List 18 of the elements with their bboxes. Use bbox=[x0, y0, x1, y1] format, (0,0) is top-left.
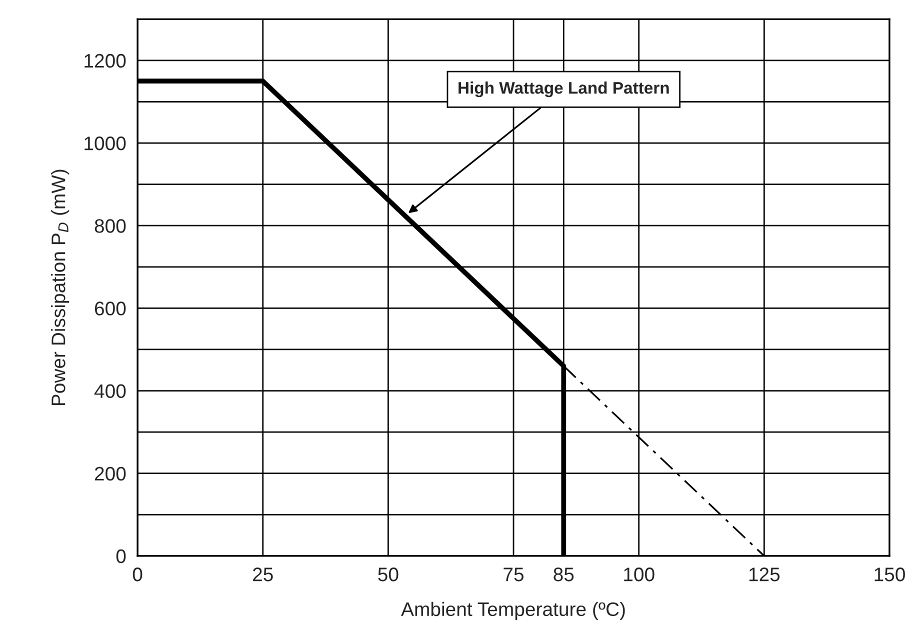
x-tick-label: 25 bbox=[253, 568, 273, 582]
x-tick-label: 75 bbox=[504, 568, 524, 582]
y-tick-label: 1000 bbox=[84, 136, 126, 150]
x-tick-label: 85 bbox=[554, 568, 574, 582]
x-tick-label: 0 bbox=[132, 568, 142, 582]
x-tick-label: 150 bbox=[874, 568, 905, 582]
y-tick-label: 800 bbox=[94, 219, 126, 233]
y-tick-label: 0 bbox=[116, 549, 126, 564]
y-axis-title: Power Dissipation P$_{D}$ (mW) bbox=[51, 170, 70, 406]
x-tick-label: 50 bbox=[378, 568, 398, 582]
annotation: High Wattage Land Pattern bbox=[458, 82, 669, 98]
y-tick-label: 1200 bbox=[84, 54, 126, 68]
x-tick-label: 125 bbox=[749, 568, 780, 582]
y-tick-label: 600 bbox=[94, 302, 126, 316]
y-tick-label: 200 bbox=[94, 466, 126, 481]
x-tick-label: 100 bbox=[624, 568, 654, 582]
x-axis-title: Ambient Temperature (ºC) bbox=[401, 602, 625, 620]
y-tick-label: 400 bbox=[94, 384, 126, 398]
